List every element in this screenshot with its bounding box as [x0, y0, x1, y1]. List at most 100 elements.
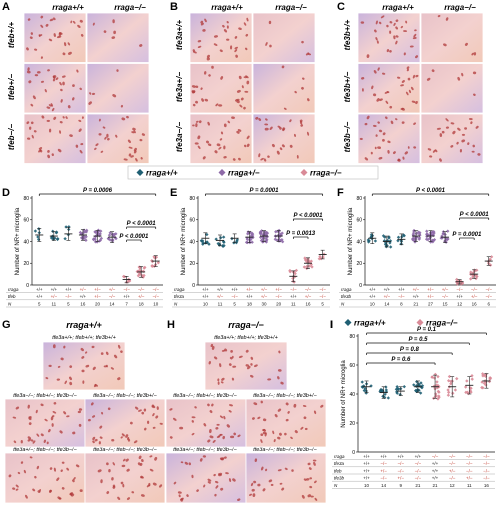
microglia-cell: [206, 54, 210, 59]
microglia-cell: [46, 106, 51, 109]
table-cell: 20: [95, 301, 101, 306]
table-cell: 11: [51, 301, 56, 306]
microglia-cell: [123, 158, 128, 161]
microglia-cell: [218, 473, 222, 477]
microglia-cell: [120, 350, 123, 353]
microglia-cell: [75, 464, 80, 468]
microglia-cell: [73, 477, 76, 481]
microglia-cell: [389, 21, 393, 24]
microglia-cell: [211, 345, 215, 350]
table-cell: 11: [291, 301, 296, 306]
microglia-cell: [313, 410, 317, 415]
significance-label: P = 0.8: [400, 347, 420, 353]
microglia-cell: [246, 80, 250, 85]
table-cell: +/−: [275, 287, 282, 292]
microglia-cell: [202, 156, 206, 160]
microglia-cell: [283, 107, 287, 110]
microglia-cell: [209, 410, 213, 413]
data-point: [288, 268, 292, 273]
microglia-cell: [401, 80, 405, 83]
data-point: [446, 229, 450, 233]
y-tick-label: 0: [359, 283, 362, 289]
genotype-legend: rraga+/+ rraga+/− rraga−/−: [127, 165, 379, 180]
data-point: [153, 256, 157, 260]
panel-c-row-2: tfe3b+/−: [343, 71, 352, 102]
microglia-cell: [207, 403, 210, 407]
microglia-cell: [59, 130, 62, 134]
data-point: [107, 233, 112, 237]
data-point: [388, 239, 393, 243]
microglia-cell: [120, 481, 124, 485]
microglia-cell: [235, 99, 238, 102]
table-cell: −/−: [485, 294, 492, 299]
microglia-cell: [60, 99, 63, 103]
table-cell: +/+: [413, 294, 420, 299]
table-cell: +/+: [398, 287, 405, 292]
microglia-cell: [232, 478, 236, 482]
legend-wt-marker: [136, 169, 144, 176]
table-cell: +/+: [432, 468, 439, 473]
microglia-cell: [195, 120, 199, 123]
panel-g-mid-caption-2: tfe3a−/−; tfeb−/−; tfe3b+/−: [93, 393, 157, 399]
microglia-cell: [313, 461, 316, 466]
table-cell: 5: [67, 301, 70, 306]
data-point: [463, 385, 468, 389]
microglia-cell: [211, 65, 214, 69]
microglia-cell: [149, 468, 154, 472]
data-group-1: [199, 232, 211, 246]
microglia-cell: [226, 25, 229, 29]
microglia-cell: [305, 52, 310, 56]
data-group-7: [288, 268, 299, 284]
microglia-cell: [265, 468, 268, 472]
panel-letter-c: C: [337, 1, 345, 13]
microglia-cell: [200, 20, 204, 24]
table-row-label: tfe3b: [341, 294, 352, 299]
microglia-cell: [131, 131, 135, 134]
microglia-cell: [120, 436, 123, 439]
image-background: [165, 452, 247, 504]
microglia-cell: [213, 43, 218, 46]
microglia-cell: [98, 118, 101, 122]
microglia-cell: [40, 403, 44, 407]
microglia-cell: [64, 42, 67, 47]
table-cell: 21: [415, 483, 421, 488]
table-cell: 16: [484, 483, 490, 488]
microglia-cell: [177, 491, 182, 494]
microglia-cell: [216, 435, 220, 438]
panel-h-top-caption: tfe3a+/+; tfeb+/+; tfe3b+/+: [214, 335, 278, 341]
data-point: [274, 230, 278, 234]
table-cell: −/−: [485, 287, 492, 292]
image-panel-b-r1-c1: [189, 12, 253, 63]
microglia-cell: [15, 488, 19, 491]
panel-i-legend-mut-marker: [416, 319, 424, 326]
microglia-cell: [272, 430, 275, 435]
table-cell: 18: [139, 301, 145, 306]
microglia-cell: [233, 432, 237, 436]
data-point: [221, 239, 226, 244]
table-cell: +/+: [369, 287, 376, 292]
data-group-2: [214, 234, 226, 249]
microglia-cell: [459, 149, 463, 153]
data-group-6: [439, 229, 450, 244]
table-cell: +/+: [123, 294, 130, 299]
microglia-cell: [203, 484, 206, 488]
data-point: [413, 240, 417, 244]
image-panel-c-r1-c2: [420, 12, 484, 63]
microglia-cell: [277, 125, 281, 128]
microglia-cell: [382, 138, 385, 142]
microglia-cell: [246, 135, 250, 140]
microglia-cell: [126, 468, 130, 472]
microglia-cell: [290, 436, 293, 440]
microglia-cell: [461, 72, 464, 77]
table-cell: −/−: [456, 287, 463, 292]
microglia-cell: [53, 17, 56, 21]
table-cell: −/−: [65, 294, 72, 299]
data-point: [382, 238, 387, 243]
microglia-cell: [186, 494, 189, 497]
microglia-cell: [200, 87, 203, 90]
data-point: [366, 240, 371, 244]
microglia-cell: [246, 17, 249, 22]
panel-a-row-2: tfeb+/−: [7, 74, 16, 101]
gh-image-grids: [4, 341, 327, 504]
microglia-cell: [239, 104, 243, 108]
